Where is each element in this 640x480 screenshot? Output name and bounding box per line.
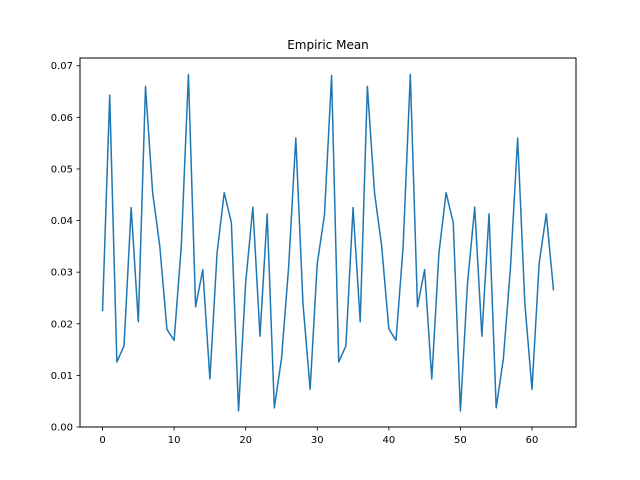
x-tick-label: 60 bbox=[526, 435, 539, 446]
y-tick-label: 0.02 bbox=[51, 319, 73, 330]
y-tick-label: 0.03 bbox=[51, 268, 73, 279]
chart-title: Empiric Mean bbox=[287, 38, 369, 52]
y-tick-label: 0.05 bbox=[51, 164, 73, 175]
y-tick-label: 0.06 bbox=[51, 113, 73, 124]
x-tick-label: 40 bbox=[382, 435, 395, 446]
x-tick-label: 0 bbox=[99, 435, 105, 446]
x-tick-label: 10 bbox=[168, 435, 181, 446]
y-tick-label: 0.07 bbox=[51, 61, 73, 72]
plot-area bbox=[101, 73, 555, 412]
x-tick-label: 20 bbox=[239, 435, 252, 446]
y-tick-label: 0.00 bbox=[51, 423, 73, 434]
y-axis: 0.00 0.01 0.02 0.03 0.04 0.05 0.06 0.07 bbox=[51, 61, 80, 434]
series-line-0 bbox=[101, 73, 555, 412]
x-axis: 0 10 20 30 40 50 60 bbox=[99, 427, 538, 446]
axes-frame bbox=[79, 57, 577, 428]
y-tick-label: 0.01 bbox=[51, 371, 73, 382]
x-tick-label: 30 bbox=[311, 435, 324, 446]
x-tick-label: 50 bbox=[454, 435, 467, 446]
y-tick-label: 0.04 bbox=[51, 216, 73, 227]
